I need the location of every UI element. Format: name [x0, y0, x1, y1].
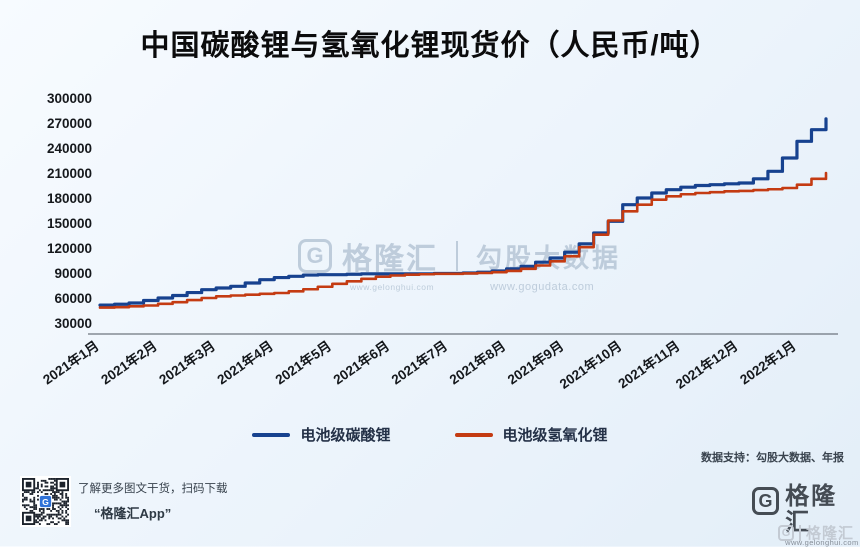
gelonghui-logo-g-icon: G: [752, 487, 780, 515]
price-chart: G 格隆汇 勾股大数据 www.gelonghui.com www.goguda…: [0, 76, 860, 423]
qr-caption-line2: “格隆汇App”: [94, 506, 172, 521]
qr-code: G: [22, 478, 69, 525]
corner-logo-text: 格隆汇: [805, 525, 854, 542]
y-axis-tick-label: 90000: [54, 266, 92, 281]
legend-label-hydroxide: 电池级氢氧化锂: [502, 427, 608, 444]
x-axis-tick-label: 2022年1月: [737, 337, 799, 387]
y-axis-tick-label: 300000: [47, 91, 92, 106]
x-axis-tick-label: 2021年1月: [40, 337, 102, 387]
legend-label-carbonate: 电池级碳酸锂: [300, 427, 391, 444]
gelonghui-g-icon: G: [298, 239, 332, 273]
corner-logo-g-icon: G: [777, 524, 794, 541]
gelonghui-logo-texts: 格隆汇 www.gelonghui.com: [785, 483, 860, 547]
svg-text:G: G: [42, 497, 49, 507]
x-axis-tick-label: 2021年2月: [98, 337, 160, 387]
x-axis-tick-label: 2021年12月: [672, 337, 740, 391]
corner-watermark-logo: G 格隆汇: [777, 522, 854, 543]
y-axis-tick-label: 150000: [47, 216, 92, 231]
x-axis-tick-label: 2021年4月: [214, 337, 276, 387]
watermark-brand-text: 格隆汇: [342, 243, 438, 276]
qr-code-image: G: [22, 478, 69, 525]
watermark-url-row: www.gelonghui.com www.gogudata.com: [350, 281, 621, 293]
chart-legend: 电池级碳酸锂 电池级氢氧化锂: [0, 424, 860, 445]
footer: G 了解更多图文干货，扫码下载 “格隆汇App” G 格隆汇 www.gelon…: [0, 470, 860, 547]
carbonate-price-line: [98, 117, 828, 307]
carbonate-line-swatch: [252, 432, 291, 437]
gelonghui-logo: G 格隆汇 www.gelonghui.com: [752, 483, 860, 547]
x-axis-tick-label: 2021年6月: [330, 337, 392, 387]
y-axis-tick-label: 120000: [47, 241, 92, 256]
chart-title: 中国碳酸锂与氢氧化锂现货价（人民币/吨）: [140, 30, 720, 62]
corner-logo-divider: [798, 524, 801, 541]
y-axis-tick-label: 180000: [47, 191, 92, 206]
x-axis-tick-label: 2021年7月: [388, 337, 450, 387]
y-axis-tick-label: 30000: [54, 316, 92, 331]
y-axis-tick-label: 210000: [47, 166, 92, 181]
gelonghui-logo-name: 格隆汇: [785, 483, 838, 537]
watermark-divider: [456, 241, 458, 271]
legend-item-carbonate: 电池级碳酸锂: [252, 424, 391, 445]
x-axis-tick-label: 2021年8月: [446, 337, 508, 387]
x-axis-tick-label: 2021年5月: [272, 337, 334, 387]
legend-item-hydroxide: 电池级氢氧化锂: [454, 424, 608, 445]
watermark-partner-url: www.gogudata.com: [490, 281, 595, 293]
y-axis-tick-label: 270000: [47, 116, 92, 131]
data-source-note: 数据支持：勾股大数据、年报: [701, 452, 844, 464]
y-axis-tick-label: 240000: [47, 141, 92, 156]
x-axis-tick-label: 2021年3月: [156, 337, 218, 387]
y-axis-tick-label: 60000: [54, 291, 92, 306]
watermark-brand-url: www.gelonghui.com: [350, 282, 435, 292]
hydroxide-line-swatch: [454, 432, 493, 437]
x-axis-tick-label: 2021年10月: [556, 337, 624, 391]
hydroxide-price-line: [98, 171, 828, 309]
x-axis-tick-label: 2021年11月: [615, 337, 683, 391]
gelonghui-logo-url: www.gelonghui.com: [785, 537, 859, 547]
qr-caption: 了解更多图文干货，扫码下载 “格隆汇App”: [78, 480, 228, 522]
line-chart-canvas: 30000 60000 90000 120000 150000 180000 210000 2…: [40, 91, 838, 392]
qr-caption-line1: 了解更多图文干货，扫码下载: [78, 483, 228, 495]
